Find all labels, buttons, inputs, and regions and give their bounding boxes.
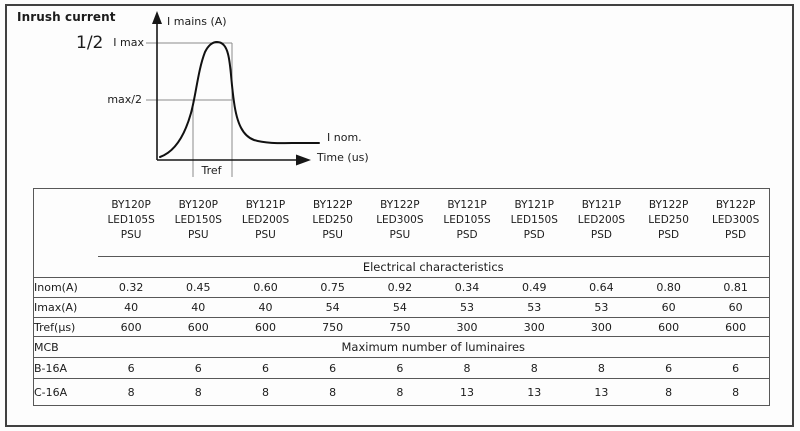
value-cell: 54 (299, 297, 367, 318)
value-cell: 6 (366, 357, 434, 379)
empty-label-cell (33, 256, 98, 278)
value-cell: 6 (635, 357, 703, 379)
value-cell: 0.92 (366, 277, 434, 298)
column-header: BY122P LED300S PSD (702, 188, 770, 257)
value-cell: 300 (500, 317, 568, 337)
electrical-section-row: Electrical characteristics (33, 256, 770, 278)
value-cell: 13 (527, 385, 542, 399)
column-header: BY122P LED250 PSD (635, 188, 703, 257)
column-header: BY121P LED105S PSD (433, 188, 501, 257)
value-cell: 6 (702, 357, 770, 379)
value-cell: 600 (164, 317, 232, 337)
table-row: B-16A 6 6 6 6 6 8 8 8 6 6 (33, 357, 770, 379)
value-cell: 750 (366, 317, 434, 337)
value-cell: 8 (567, 357, 635, 379)
x-axis-label: Time (us) (317, 151, 369, 164)
column-header: BY120P LED105S PSU (97, 188, 165, 257)
column-header: BY121P LED200S PSU (231, 188, 300, 257)
value-cell: 53 (433, 297, 501, 318)
value-cell: 0.34 (433, 277, 501, 298)
y-axis-arrow (152, 11, 162, 24)
value-cell: 8 (396, 385, 404, 399)
mcb-label: MCB (33, 336, 98, 358)
x-axis-arrow (296, 154, 311, 166)
value-cell: 600 (231, 317, 300, 337)
inrush-current-graph (146, 11, 320, 177)
table-row: Imax(A) 40 40 40 54 54 53 53 53 60 60 (33, 297, 770, 318)
value-cell: 0.45 (164, 277, 232, 298)
value-cell: 54 (366, 297, 434, 318)
row-label: Tref(µs) (33, 317, 98, 337)
value-cell: 13 (460, 385, 475, 399)
value-cell: 8 (665, 385, 673, 399)
table-row: C-16A 8 8 8 8 8 13 13 13 8 8 (34, 379, 770, 406)
section-electrical: Electrical characteristics (97, 256, 770, 278)
value-cell: 40 (164, 297, 232, 318)
value-cell: 6 (97, 357, 165, 379)
page-title: Inrush current (17, 10, 116, 24)
half-max-label: max/2 (107, 93, 142, 106)
value-cell: 8 (127, 385, 135, 399)
tref-label: Tref (201, 164, 222, 177)
imax-label: I max (113, 36, 144, 49)
value-cell: 600 (635, 317, 703, 337)
column-header: BY121P LED150S PSD (500, 188, 568, 257)
value-cell: 600 (702, 317, 770, 337)
value-cell: 0.49 (500, 277, 568, 298)
value-cell: 0.32 (97, 277, 165, 298)
spec-table: BY120P LED105S PSU BY120P LED150S PSU BY121P LE… (33, 188, 770, 406)
mcb-section-row: MCB Maximum number of luminaires (33, 336, 770, 358)
value-cell: 600 (97, 317, 165, 337)
value-cell: 300 (567, 317, 635, 337)
row-label: Imax(A) (33, 297, 98, 318)
value-cell: 13 (594, 385, 609, 399)
y-axis-label: I mains (A) (167, 15, 227, 28)
value-cell: 8 (194, 385, 202, 399)
value-cell: 8 (433, 357, 501, 379)
value-cell: 53 (500, 297, 568, 318)
value-cell: 8 (329, 385, 337, 399)
table-row: Inom(A) 0.32 0.45 0.60 0.75 0.92 0.34 0.49 0.64 0… (33, 277, 770, 298)
model-header-row: BY120P LED105S PSU BY120P LED150S PSU BY121P LE… (34, 188, 770, 257)
empty-header-cell (34, 189, 98, 257)
inom-label: I nom. (327, 131, 362, 144)
value-cell: 750 (299, 317, 367, 337)
value-cell: 0.60 (231, 277, 300, 298)
table-row: Tref(µs) 600 600 600 750 750 300 300 300 600 600 (33, 317, 770, 337)
inrush-current-curve (159, 40, 320, 158)
row-label: C-16A (34, 385, 68, 399)
row-label: B-16A (33, 357, 98, 379)
row-label: Inom(A) (33, 277, 98, 298)
value-cell: 0.64 (567, 277, 635, 298)
column-header: BY121P LED200S PSD (567, 188, 635, 257)
section-luminaires: Maximum number of luminaires (97, 336, 770, 358)
value-cell: 8 (261, 385, 269, 399)
value-cell: 60 (702, 297, 770, 318)
value-cell: 60 (635, 297, 703, 318)
value-cell: 6 (299, 357, 367, 379)
value-cell: 53 (567, 297, 635, 318)
value-cell: 6 (164, 357, 232, 379)
value-cell: 6 (231, 357, 300, 379)
value-cell: 40 (97, 297, 165, 318)
value-cell: 8 (500, 357, 568, 379)
value-cell: 8 (732, 385, 740, 399)
column-header: BY122P LED250 PSU (299, 188, 367, 257)
fraction-note: 1/2 (76, 33, 104, 53)
value-cell: 0.81 (702, 277, 770, 298)
value-cell: 300 (433, 317, 501, 337)
column-header: BY120P LED150S PSU (164, 188, 232, 257)
value-cell: 40 (231, 297, 300, 318)
value-cell: 0.75 (299, 277, 367, 298)
value-cell: 0.80 (635, 277, 703, 298)
column-header: BY122P LED300S PSU (366, 188, 434, 257)
